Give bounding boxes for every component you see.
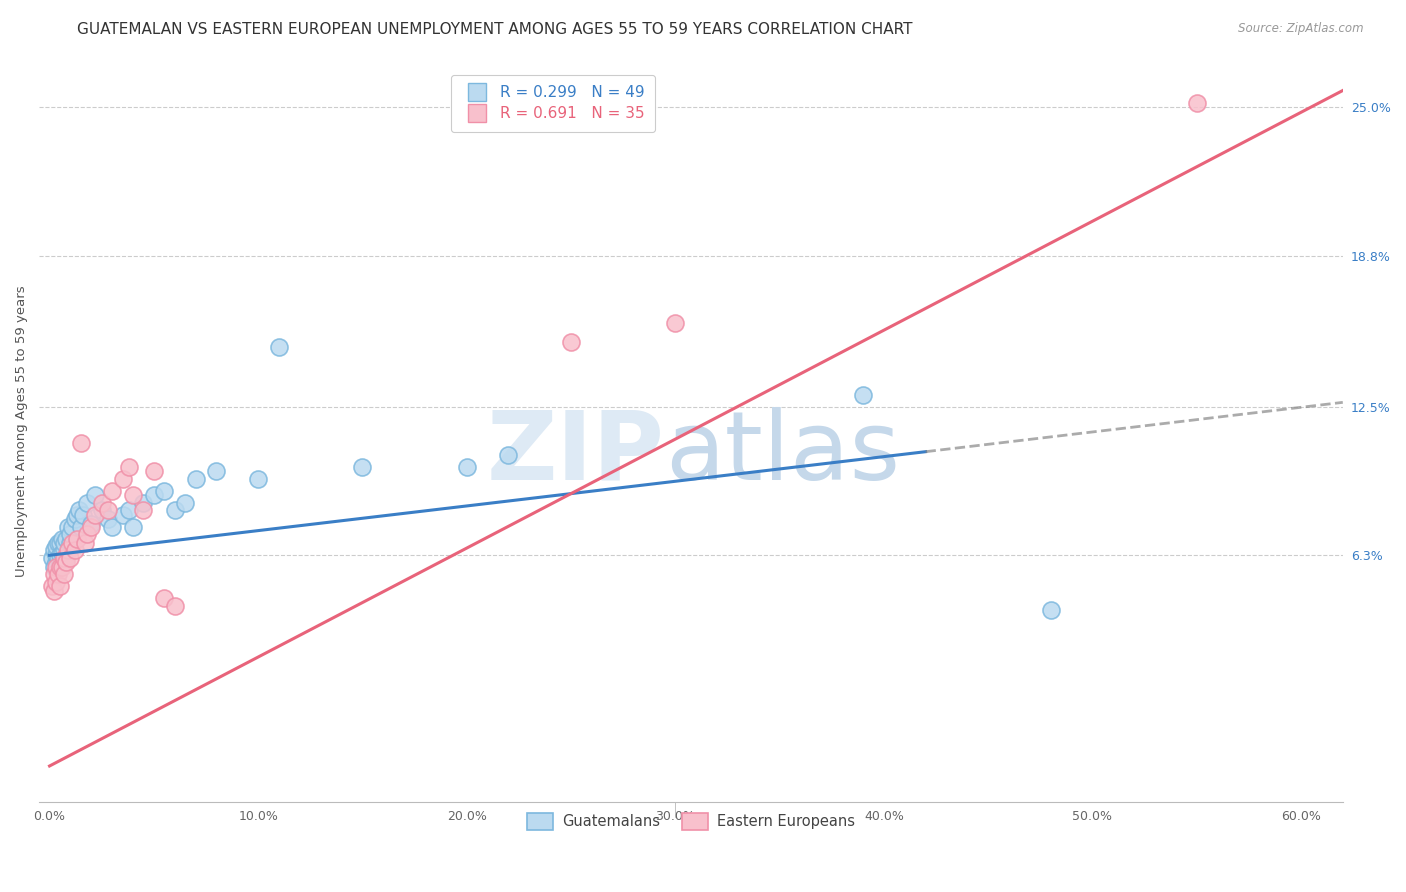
- Point: [174, 495, 197, 509]
- Legend: Guatemalans, Eastern Europeans: Guatemalans, Eastern Europeans: [522, 807, 860, 836]
- Point: [51, 532, 73, 546]
- Point: [45, 539, 67, 553]
- Point: [97, 503, 120, 517]
- Point: [247, 472, 270, 486]
- Point: [62, 519, 84, 533]
- Point: [664, 316, 686, 330]
- Point: [101, 519, 124, 533]
- Point: [62, 536, 84, 550]
- Point: [69, 435, 91, 450]
- Point: [63, 543, 86, 558]
- Point: [49, 536, 72, 550]
- Point: [142, 488, 165, 502]
- Point: [1185, 95, 1208, 110]
- Point: [97, 512, 120, 526]
- Point: [118, 459, 141, 474]
- Point: [205, 465, 228, 479]
- Point: [45, 549, 67, 563]
- Point: [73, 536, 96, 550]
- Point: [45, 574, 67, 589]
- Point: [49, 549, 72, 563]
- Point: [90, 503, 112, 517]
- Point: [498, 448, 520, 462]
- Point: [69, 519, 91, 533]
- Text: atlas: atlas: [665, 407, 900, 500]
- Point: [59, 536, 82, 550]
- Point: [76, 526, 98, 541]
- Point: [66, 508, 89, 522]
- Point: [51, 546, 73, 560]
- Point: [58, 519, 80, 533]
- Point: [80, 517, 103, 532]
- Point: [67, 503, 90, 517]
- Point: [122, 488, 145, 502]
- Point: [76, 495, 98, 509]
- Point: [53, 567, 76, 582]
- Point: [456, 459, 478, 474]
- Point: [118, 503, 141, 517]
- Point: [41, 579, 63, 593]
- Point: [101, 483, 124, 498]
- Text: ZIP: ZIP: [486, 407, 665, 500]
- Point: [84, 508, 107, 522]
- Y-axis label: Unemployment Among Ages 55 to 59 years: Unemployment Among Ages 55 to 59 years: [15, 285, 28, 576]
- Point: [111, 472, 134, 486]
- Point: [153, 591, 176, 606]
- Point: [41, 550, 63, 565]
- Point: [352, 459, 374, 474]
- Point: [1039, 603, 1062, 617]
- Point: [59, 550, 82, 565]
- Point: [132, 495, 155, 509]
- Point: [122, 519, 145, 533]
- Text: GUATEMALAN VS EASTERN EUROPEAN UNEMPLOYMENT AMONG AGES 55 TO 59 YEARS CORRELATIO: GUATEMALAN VS EASTERN EUROPEAN UNEMPLOYM…: [77, 22, 912, 37]
- Point: [852, 388, 875, 402]
- Point: [58, 543, 80, 558]
- Point: [42, 560, 65, 574]
- Point: [72, 508, 94, 522]
- Point: [49, 579, 72, 593]
- Point: [55, 550, 77, 565]
- Point: [84, 488, 107, 502]
- Point: [45, 556, 67, 570]
- Point: [42, 584, 65, 599]
- Point: [42, 543, 65, 558]
- Point: [45, 560, 67, 574]
- Point: [66, 532, 89, 546]
- Point: [80, 519, 103, 533]
- Point: [184, 472, 207, 486]
- Point: [55, 556, 77, 570]
- Point: [267, 340, 290, 354]
- Point: [153, 483, 176, 498]
- Point: [142, 465, 165, 479]
- Text: Source: ZipAtlas.com: Source: ZipAtlas.com: [1239, 22, 1364, 36]
- Point: [63, 512, 86, 526]
- Point: [560, 335, 582, 350]
- Point: [53, 536, 76, 550]
- Point: [55, 532, 77, 546]
- Point: [53, 543, 76, 558]
- Point: [111, 508, 134, 522]
- Point: [49, 560, 72, 574]
- Point: [46, 567, 69, 582]
- Point: [132, 503, 155, 517]
- Point: [90, 495, 112, 509]
- Point: [51, 560, 73, 574]
- Point: [53, 550, 76, 565]
- Point: [46, 550, 69, 565]
- Point: [59, 526, 82, 541]
- Point: [163, 503, 186, 517]
- Point: [46, 536, 69, 550]
- Point: [49, 556, 72, 570]
- Point: [163, 599, 186, 613]
- Point: [42, 567, 65, 582]
